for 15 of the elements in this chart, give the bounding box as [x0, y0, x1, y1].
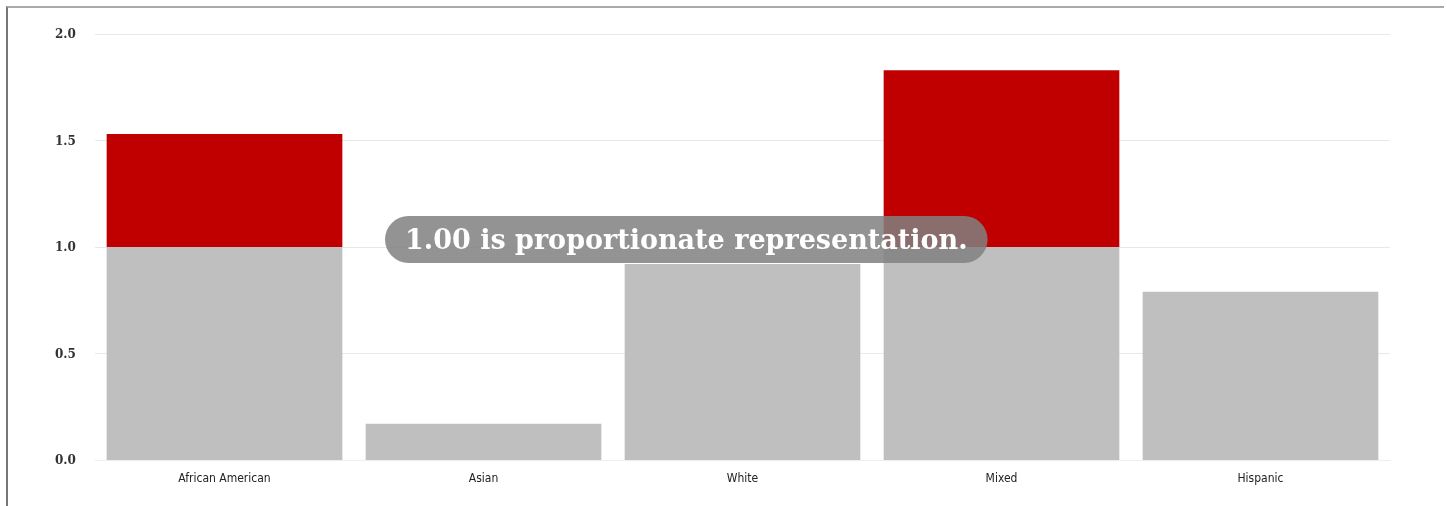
y-tick-label: 0.5 [55, 346, 76, 361]
x-tick-label: White [726, 471, 759, 485]
bar [1142, 291, 1379, 460]
x-tick-label: Mixed [985, 471, 1018, 485]
y-tick-label: 0.0 [55, 453, 76, 467]
y-tick-label: 1.5 [55, 133, 76, 148]
bar [106, 134, 343, 247]
bar [106, 247, 343, 460]
x-tick-label: Hispanic [1237, 471, 1284, 485]
y-tick-label: 1.0 [55, 240, 76, 254]
y-tick-label: 2.0 [55, 27, 76, 41]
x-tick-label: Asian [468, 471, 499, 485]
annotation: 1.00 is proportionate representation. [405, 224, 968, 255]
bar [365, 423, 602, 460]
x-tick-label: African American [178, 471, 271, 485]
